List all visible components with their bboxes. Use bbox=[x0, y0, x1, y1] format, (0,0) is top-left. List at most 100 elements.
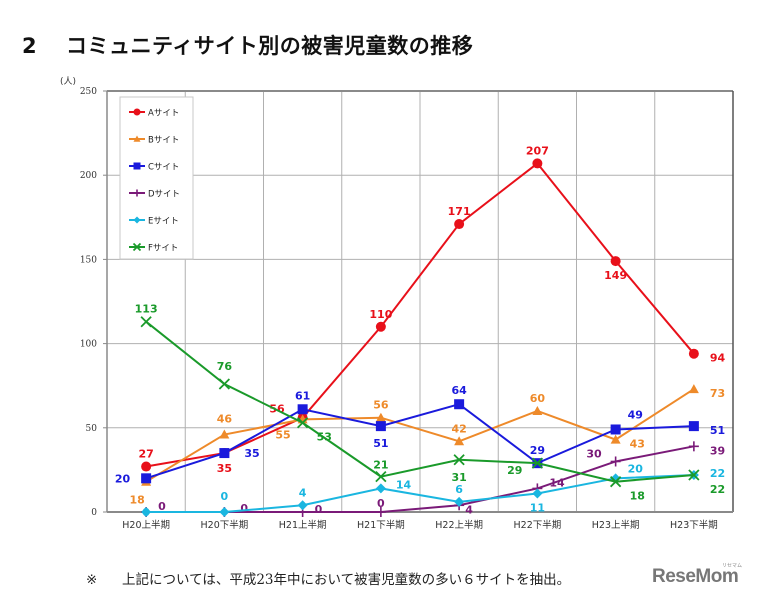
marker-x bbox=[296, 417, 309, 429]
data-label: 171 bbox=[448, 205, 471, 218]
marker-x-b bbox=[140, 316, 152, 328]
legend: Aサイト Bサイト Cサイト Dサイト Eサイト Fサイト bbox=[119, 96, 194, 260]
marker-x bbox=[375, 470, 387, 483]
resemom-logo: ReseMom bbox=[652, 566, 739, 587]
data-label: 39 bbox=[710, 444, 725, 457]
marker-square bbox=[375, 421, 386, 432]
y-tick-label: 150 bbox=[80, 255, 97, 265]
marker-circle bbox=[133, 108, 141, 116]
footnote-text: 上記については、平成23年中において被害児童数の多い６サイトを抽出。 bbox=[122, 572, 571, 588]
x-tick-label: H20上半期 bbox=[122, 519, 170, 531]
data-label: 0 bbox=[377, 497, 385, 510]
data-label: 35 bbox=[217, 462, 232, 475]
legend-label: Dサイト bbox=[148, 190, 180, 200]
marker-x-b bbox=[609, 476, 622, 488]
legend-item: Cサイト bbox=[129, 162, 179, 173]
marker-x bbox=[132, 242, 142, 252]
marker-square bbox=[610, 424, 621, 435]
marker-triangle bbox=[610, 434, 621, 444]
data-label: 14 bbox=[549, 476, 565, 489]
data-label: 51 bbox=[373, 437, 388, 450]
y-tick-label: 0 bbox=[91, 508, 97, 518]
data-label: 11 bbox=[530, 501, 545, 514]
data-label: 14 bbox=[396, 478, 412, 491]
resemom-logo-sub: リセマム bbox=[722, 563, 743, 569]
legend-label: Fサイト bbox=[148, 244, 178, 254]
marker-diamond bbox=[141, 507, 152, 517]
series-c: 20 35 61 51 64 29 49 51 bbox=[115, 384, 725, 485]
marker-circle bbox=[688, 348, 699, 359]
data-label: 18 bbox=[129, 494, 144, 507]
marker-plus bbox=[375, 507, 386, 517]
marker-square bbox=[141, 473, 152, 484]
y-tick-label: 50 bbox=[86, 424, 98, 434]
data-label: 22 bbox=[710, 483, 725, 496]
series-f: 113 76 53 21 31 29 18 22 bbox=[135, 303, 726, 503]
page-title: 2 コミュニティサイト別の被害児童数の推移 bbox=[22, 30, 473, 60]
data-label: 0 bbox=[158, 500, 166, 513]
data-label: 149 bbox=[604, 269, 627, 282]
data-label: 4 bbox=[299, 486, 307, 499]
data-label: 56 bbox=[373, 399, 389, 412]
marker-diamond bbox=[219, 507, 230, 517]
data-label: 30 bbox=[586, 447, 602, 460]
data-label: 60 bbox=[530, 392, 546, 405]
data-label: 64 bbox=[451, 384, 467, 397]
legend-item: Fサイト bbox=[129, 242, 178, 254]
data-label: 0 bbox=[240, 502, 248, 515]
marker-triangle bbox=[375, 412, 386, 422]
data-label: 53 bbox=[317, 431, 332, 444]
legend-item: Dサイト bbox=[129, 189, 180, 200]
marker-plus bbox=[610, 456, 621, 467]
marker-x-b bbox=[531, 457, 544, 469]
marker-diamond bbox=[375, 483, 386, 494]
data-label: 55 bbox=[275, 428, 290, 441]
data-label: 6 bbox=[455, 483, 463, 496]
data-label: 110 bbox=[369, 308, 392, 321]
marker-square bbox=[454, 399, 465, 410]
series-line bbox=[146, 445, 695, 513]
marker-x-b bbox=[296, 417, 309, 429]
marker-square bbox=[688, 421, 699, 432]
marker-x bbox=[609, 476, 622, 488]
legend-label: Bサイト bbox=[148, 136, 179, 146]
data-label: 0 bbox=[221, 490, 229, 503]
marker-x bbox=[140, 316, 152, 328]
marker-triangle bbox=[219, 429, 230, 439]
data-label: 113 bbox=[135, 303, 158, 316]
legend-item: Aサイト bbox=[129, 108, 179, 119]
data-label: 76 bbox=[217, 360, 233, 373]
series-line bbox=[146, 473, 694, 513]
legend-label: Cサイト bbox=[148, 163, 179, 173]
marker-x bbox=[531, 457, 544, 469]
footnote-mark: ※ bbox=[86, 572, 98, 588]
data-label: 35 bbox=[244, 447, 259, 460]
section-number: 2 bbox=[22, 34, 38, 58]
x-tick-label: H23上半期 bbox=[592, 519, 640, 531]
x-tick-label: H21上半期 bbox=[279, 519, 327, 531]
y-tick-label: 100 bbox=[80, 340, 97, 350]
x-tick-label: H23下半期 bbox=[670, 519, 718, 531]
marker-circle bbox=[375, 321, 386, 332]
marker-x-b bbox=[453, 454, 465, 466]
footnote: ※ 上記については、平成23年中において被害児童数の多い６サイトを抽出。 bbox=[86, 568, 570, 588]
marker-plus bbox=[688, 441, 699, 452]
x-tick-label: H21下半期 bbox=[357, 519, 405, 531]
y-tick-label: 250 bbox=[80, 87, 97, 97]
data-label: 0 bbox=[142, 506, 150, 519]
data-label: 20 bbox=[628, 462, 644, 475]
data-label: 49 bbox=[628, 408, 643, 421]
data-label: 42 bbox=[451, 422, 466, 435]
data-label: 18 bbox=[630, 490, 645, 503]
series-line bbox=[145, 162, 695, 468]
x-tick-label: H22上半期 bbox=[435, 519, 483, 531]
marker-circle bbox=[454, 219, 465, 230]
marker-triangle bbox=[133, 135, 141, 142]
marker-circle bbox=[141, 461, 152, 472]
legend-item: Eサイト bbox=[129, 216, 179, 227]
marker-circle bbox=[610, 256, 621, 267]
legend-box bbox=[119, 96, 194, 260]
series-line bbox=[145, 403, 694, 480]
data-label: 29 bbox=[507, 464, 522, 477]
